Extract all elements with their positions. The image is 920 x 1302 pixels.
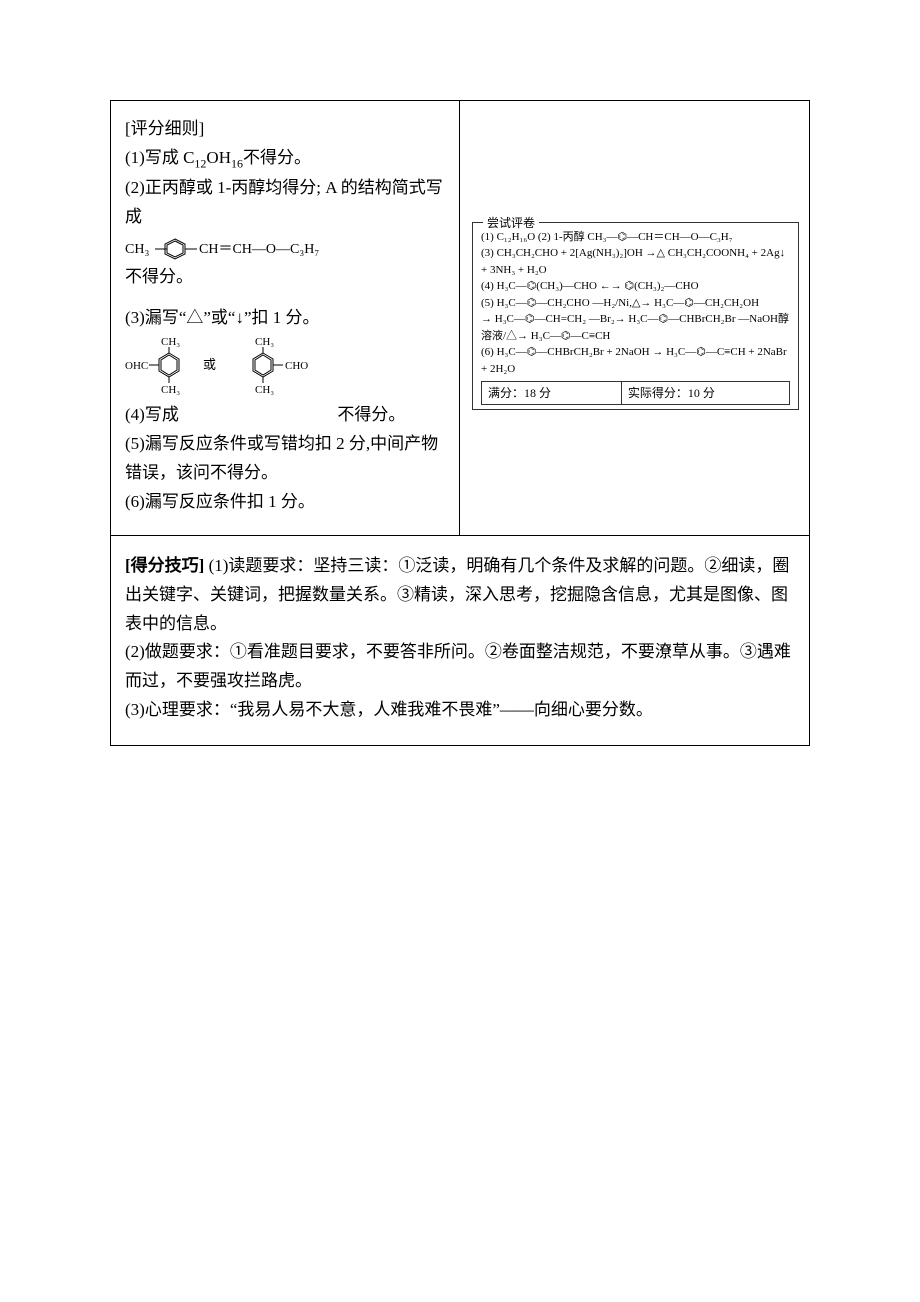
svg-text:CH₃: CH₃: [125, 242, 149, 257]
scoring-rules-heading: [评分细则]: [125, 115, 447, 144]
svg-text:CH₃: CH₃: [161, 336, 180, 348]
scoring-tips-heading: [得分技巧]: [125, 556, 204, 575]
rule-4-b: 不得分。: [337, 405, 405, 424]
hw-line-2: (3) CH₃CH₂CHO + 2[Ag(NH₃)₂]OH →△ CH₃CH₂C…: [481, 245, 790, 278]
score-full-value: 18 分: [524, 386, 551, 400]
rule-6: (6)漏写反应条件扣 1 分。: [125, 488, 447, 517]
attempt-grading-legend: 尝试评卷: [483, 214, 539, 232]
rule-5: (5)漏写反应条件或写错均扣 2 分,中间产物错误，该问不得分。: [125, 430, 447, 488]
score-actual-label: 实际得分：: [628, 386, 688, 400]
svg-text:OHC: OHC: [125, 360, 148, 372]
rule-1: (1)写成 C12OH16不得分。: [125, 144, 447, 174]
rule-4-structures: CH₃ OHC CH₃ 或 CH₃ CHO: [125, 335, 447, 399]
tips-p1: (1)读题要求：坚持三读：①泛读，明确有几个条件及求解的问题。②细读，圈出关键字…: [125, 556, 789, 633]
hw-line-4: (5) H₃C—⌬—CH₂CHO —H₂/Ni,△→ H₃C—⌬—CH₂CH₂O…: [481, 295, 790, 312]
scoring-tips-cell: [得分技巧] (1)读题要求：坚持三读：①泛读，明确有几个条件及求解的问题。②细…: [111, 536, 809, 745]
rule-4-line: (4)写成 不得分。: [125, 401, 447, 430]
rule-1-part-b: OH: [206, 148, 231, 167]
hw-line-3: (4) H₃C—⌬(CH₃)—CHO ←→ ⌬(CH₃)₂—CHO: [481, 278, 790, 295]
rule-1-part-c: 不得分。: [243, 148, 311, 167]
rule-1-part-a: (1)写成 C: [125, 148, 194, 167]
rule-2-a: (2)正丙醇或 1-丙醇均得分; A 的结构简式写成: [125, 174, 447, 232]
attempt-grading-cell: 尝试评卷 (1) C₁₂H₁₆O (2) 1-丙醇 CH₃—⌬—CH＝CH—O—…: [460, 101, 809, 535]
tips-p3: (3)心理要求：“我易人易不大意，人难我难不畏难”——向细心要分数。: [125, 696, 795, 725]
rule-1-sub2: 16: [231, 156, 243, 170]
score-actual-cell: 实际得分：10 分: [621, 381, 790, 405]
document-frame: [评分细则] (1)写成 C12OH16不得分。 (2)正丙醇或 1-丙醇均得分…: [110, 100, 810, 746]
scoring-rules-cell: [评分细则] (1)写成 C12OH16不得分。 (2)正丙醇或 1-丙醇均得分…: [111, 101, 460, 535]
score-full-cell: 满分：18 分: [481, 381, 621, 405]
rule-3: (3)漏写“△”或“↓”扣 1 分。: [125, 304, 447, 333]
hw-line-5: → H₃C—⌬—CH=CH₂ —Br₂→ H₃C—⌬—CHBrCH₂Br —Na…: [481, 311, 790, 344]
score-full-label: 满分：: [488, 386, 524, 400]
svg-text:CH₃: CH₃: [255, 336, 274, 348]
top-row: [评分细则] (1)写成 C12OH16不得分。 (2)正丙醇或 1-丙醇均得分…: [111, 101, 809, 536]
svg-text:CH＝CH—O—C₃H₇: CH＝CH—O—C₃H₇: [199, 242, 319, 257]
tips-p2: (2)做题要求：①看准题目要求，不要答非所问。②卷面整洁规范，不要潦草从事。③遇…: [125, 638, 795, 696]
svg-text:CH₃: CH₃: [255, 384, 274, 396]
rule-4-a: (4)写成: [125, 405, 179, 424]
hw-line-6: (6) H₃C—⌬—CHBrCH₂Br + 2NaOH → H₃C—⌬—C≡CH…: [481, 344, 790, 377]
svg-text:CH₃: CH₃: [161, 384, 180, 396]
rule-2-structure: CH₃ CH＝CH—O—C₃H₇ 不得分。: [125, 233, 447, 302]
attempt-grading-box: 尝试评卷 (1) C₁₂H₁₆O (2) 1-丙醇 CH₃—⌬—CH＝CH—O—…: [472, 222, 799, 411]
rule-2-b: 不得分。: [125, 267, 193, 286]
score-row: 满分：18 分 实际得分：10 分: [481, 381, 790, 405]
svg-text:CHO: CHO: [285, 360, 308, 372]
score-actual-value: 10 分: [688, 386, 715, 400]
svg-text:或: 或: [203, 357, 216, 372]
rule-1-sub1: 12: [194, 156, 206, 170]
